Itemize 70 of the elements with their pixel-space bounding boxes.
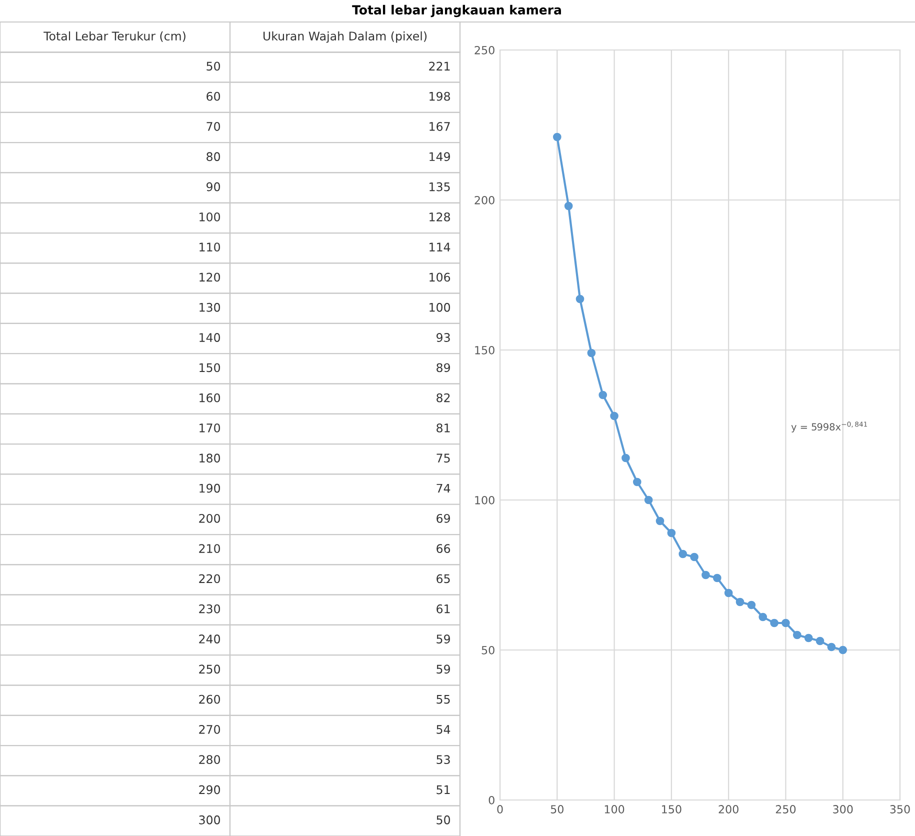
data-label: 114 [430, 242, 450, 252]
data-label: 69 [436, 514, 450, 523]
y-tick-label: 0 [488, 796, 494, 804]
data-label: 290 [199, 785, 220, 794]
data-label: 160 [200, 393, 220, 402]
data-label: 66 [436, 544, 450, 554]
data-label: 53 [436, 755, 450, 764]
data-label: 60 [206, 92, 220, 101]
chart-title: Total lebar jangkauan kamera [352, 4, 561, 18]
y-tick-label: 200 [474, 196, 494, 204]
x-tick-label: 150 [662, 805, 682, 814]
data-label: 100 [430, 302, 450, 312]
data-label: 50 [436, 815, 450, 824]
x-tick-label: 100 [604, 805, 624, 814]
data-label: 167 [430, 122, 450, 131]
y-tick-label: 150 [475, 346, 494, 354]
data-label: 50 [206, 62, 220, 71]
annotation: y = 5998x$^{−0,841}$ [791, 422, 868, 432]
data-label: 149 [430, 152, 450, 162]
x-tick-label: Ukuran Wajah Dalam (pixel) [264, 31, 427, 43]
data-label: 198 [430, 92, 450, 101]
data-label: 230 [199, 604, 220, 614]
y-tick-label: 100 [475, 496, 494, 504]
data-label: 220 [199, 574, 220, 584]
data-label: 89 [436, 363, 450, 372]
x-tick-label: Total Lebar Terukur (cm) [44, 31, 186, 42]
data-label: 90 [206, 182, 220, 192]
data-label: 300 [199, 815, 220, 824]
data-label: 100 [200, 212, 220, 222]
data-label: 240 [199, 634, 220, 644]
x-tick-label: 350 [890, 805, 910, 814]
data-label: 280 [199, 755, 220, 764]
data-label: 140 [200, 333, 220, 342]
data-label: 74 [436, 484, 450, 493]
data-label: 200 [199, 514, 220, 523]
data-label: 130 [200, 302, 220, 312]
data-label: 81 [436, 423, 450, 432]
data-label: 190 [200, 484, 220, 493]
data-label: 128 [430, 212, 450, 222]
y-tick-label: 50 [482, 646, 494, 654]
data-label: 65 [436, 574, 450, 584]
data-label: 270 [199, 724, 220, 734]
data-label: 150 [200, 363, 220, 372]
x-tick-label: 50 [550, 805, 564, 814]
data-label: 180 [200, 454, 220, 463]
data-label: 82 [436, 393, 450, 402]
data-label: 120 [200, 272, 220, 282]
data-label: 80 [206, 152, 220, 162]
data-label: 221 [429, 62, 450, 70]
x-tick-label: 300 [833, 805, 853, 814]
data-label: 106 [430, 272, 450, 282]
data-label: 55 [436, 694, 450, 704]
data-label: 59 [436, 664, 450, 674]
x-tick-label: 200 [718, 805, 738, 814]
data-label: 70 [206, 122, 220, 131]
x-tick-label: 250 [776, 805, 796, 814]
data-label: 210 [199, 544, 220, 554]
data-label: 260 [199, 694, 220, 704]
data-label: 170 [200, 423, 220, 432]
data-label: 59 [436, 634, 450, 644]
data-label: 135 [430, 182, 450, 192]
y-tick-label: 250 [474, 46, 494, 54]
data-label: 93 [436, 333, 450, 342]
data-label: 110 [200, 242, 220, 252]
data-label: 75 [436, 454, 450, 463]
data-label: 51 [436, 785, 450, 794]
data-label: 54 [436, 725, 450, 734]
x-tick-label: 0 [497, 805, 503, 814]
data-label: 61 [436, 604, 450, 614]
data-label: 250 [199, 664, 220, 674]
